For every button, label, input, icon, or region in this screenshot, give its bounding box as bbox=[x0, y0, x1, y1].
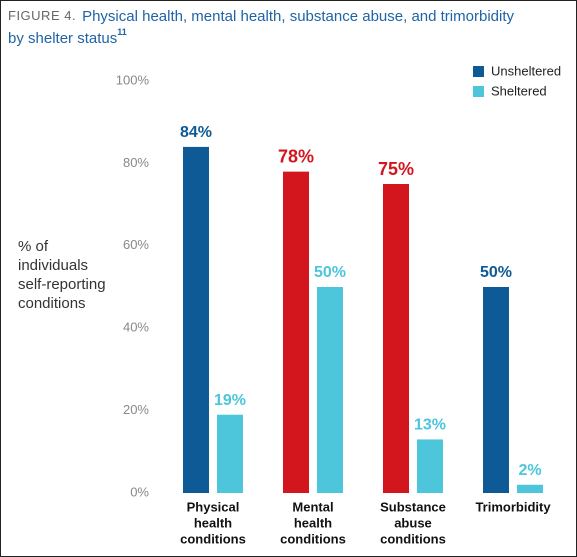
x-tick-label: conditions bbox=[380, 531, 446, 546]
data-label: 50% bbox=[314, 264, 346, 281]
x-tick-label: Physical bbox=[187, 499, 240, 514]
data-label: 78% bbox=[278, 146, 314, 166]
data-label: 19% bbox=[214, 392, 246, 409]
y-tick-label: 60% bbox=[123, 237, 149, 252]
data-label: 50% bbox=[480, 264, 512, 281]
y-axis-label: individuals bbox=[18, 257, 88, 274]
x-tick-label: conditions bbox=[180, 531, 246, 546]
bar bbox=[317, 287, 343, 493]
x-tick-label: Substance bbox=[380, 499, 446, 514]
x-tick-label: health bbox=[294, 515, 332, 530]
bar bbox=[283, 171, 309, 493]
data-label: 75% bbox=[378, 159, 414, 179]
chart-title: FIGURE 4. Physical health, mental health,… bbox=[8, 8, 514, 25]
x-tick-label: Mental bbox=[292, 499, 333, 514]
y-axis-label: conditions bbox=[18, 295, 86, 312]
x-tick-label: conditions bbox=[280, 531, 346, 546]
y-tick-label: 0% bbox=[130, 484, 149, 499]
y-tick-label: 100% bbox=[116, 72, 150, 87]
x-tick-label: health bbox=[194, 515, 232, 530]
bar bbox=[383, 184, 409, 493]
title-line: by shelter status bbox=[8, 30, 117, 47]
x-tick-label: Trimorbidity bbox=[475, 499, 551, 514]
title-note: 11 bbox=[117, 27, 127, 37]
legend-label: Sheltered bbox=[491, 83, 547, 98]
title-prefix: FIGURE 4. bbox=[8, 8, 76, 23]
chart-title: by shelter status11 bbox=[8, 27, 127, 47]
bar bbox=[183, 146, 209, 494]
x-tick-label: abuse bbox=[394, 515, 432, 530]
legend-swatch bbox=[473, 66, 484, 77]
y-axis-label: self-reporting bbox=[18, 276, 106, 293]
data-label: 2% bbox=[518, 462, 541, 479]
legend-swatch bbox=[473, 86, 484, 97]
y-tick-label: 80% bbox=[123, 155, 149, 170]
bar bbox=[483, 287, 509, 493]
data-label: 84% bbox=[180, 124, 212, 141]
title-line: Physical health, mental health, substanc… bbox=[82, 8, 514, 25]
bar bbox=[517, 484, 543, 493]
y-tick-label: 40% bbox=[123, 320, 149, 335]
data-label: 13% bbox=[414, 417, 446, 434]
bar bbox=[217, 414, 243, 493]
y-axis-label: % of bbox=[18, 238, 49, 255]
y-tick-label: 20% bbox=[123, 402, 149, 417]
legend-label: Unsheltered bbox=[491, 63, 561, 78]
bar bbox=[417, 439, 443, 493]
